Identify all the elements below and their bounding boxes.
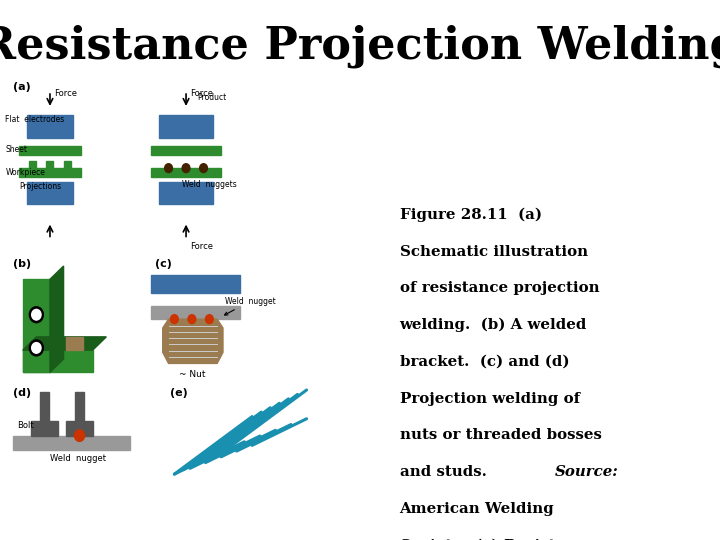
Polygon shape [23,337,107,350]
Polygon shape [23,350,93,372]
Text: Product: Product [198,93,227,102]
Bar [66,421,93,436]
Text: and studs.: and studs. [400,465,497,479]
Text: Force: Force [190,241,213,251]
Bar [151,146,221,156]
Bar [76,392,84,421]
Polygon shape [23,279,50,372]
Bar [27,182,73,204]
Bar [30,421,58,436]
Bar [19,146,81,156]
Text: Sheet: Sheet [5,145,27,154]
Bar [151,306,240,319]
Polygon shape [163,319,223,363]
Text: (b): (b) [13,259,31,269]
Text: of resistance projection: of resistance projection [400,281,599,295]
Bar [47,160,53,168]
Text: Bolt: Bolt [17,421,34,430]
Bar [64,160,71,168]
Text: American Welding: American Welding [400,502,554,516]
Text: Weld  nugget: Weld nugget [50,454,106,463]
Text: Source:: Source: [554,465,618,479]
Bar [159,116,213,138]
Bar [19,168,81,178]
Text: Workpiece: Workpiece [5,168,45,177]
Text: Society.  (e) Resistance-: Society. (e) Resistance- [400,538,601,540]
Bar [40,392,49,421]
Text: (a): (a) [13,82,31,92]
Circle shape [199,164,207,173]
Circle shape [74,430,84,441]
Circle shape [188,315,196,323]
Bar [159,182,213,204]
Text: (e): (e) [171,388,188,398]
Text: (d): (d) [13,388,31,398]
Text: Resistance Projection Welding: Resistance Projection Welding [0,24,720,68]
Bar [151,168,221,178]
Text: ~ Nut: ~ Nut [179,370,206,379]
Circle shape [182,164,190,173]
Text: bracket.  (c) and (d): bracket. (c) and (d) [400,355,569,369]
Text: Projection welding of: Projection welding of [400,392,580,406]
Text: Force: Force [190,89,213,98]
Text: Flat  electrodes: Flat electrodes [5,115,65,124]
Text: Weld  nuggets: Weld nuggets [182,180,237,189]
Text: Schematic illustration: Schematic illustration [400,245,588,259]
Circle shape [171,315,179,323]
Text: Figure 28.11  (a): Figure 28.11 (a) [400,208,541,222]
Circle shape [30,340,43,356]
Text: Weld  nugget: Weld nugget [225,296,276,315]
Bar [27,116,73,138]
Text: nuts or threaded bosses: nuts or threaded bosses [400,428,601,442]
Circle shape [30,307,43,323]
Circle shape [165,164,173,173]
Bar [66,337,83,350]
Text: welding.  (b) A welded: welding. (b) A welded [400,318,587,333]
Polygon shape [50,266,63,372]
Bar [151,275,240,293]
Circle shape [32,309,41,320]
Bar [29,160,36,168]
Text: Projections: Projections [19,181,61,191]
Bar [13,436,130,450]
Text: (c): (c) [155,259,172,269]
Text: Force: Force [54,89,77,98]
Circle shape [205,315,213,323]
Circle shape [32,342,41,353]
